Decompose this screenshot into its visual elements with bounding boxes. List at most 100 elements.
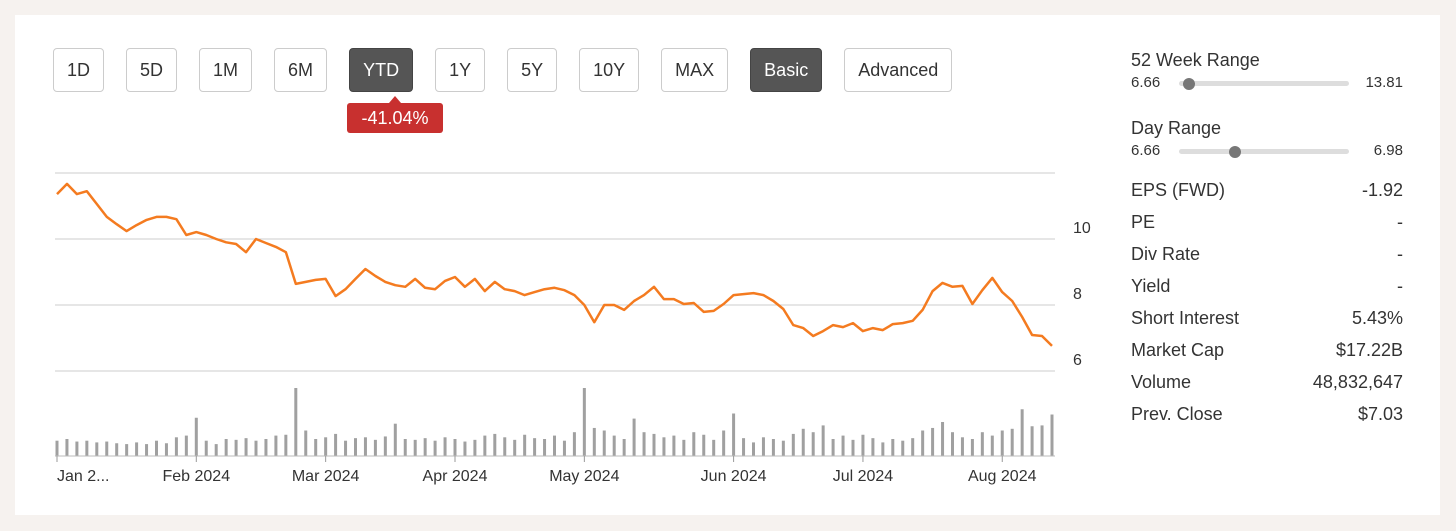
range-row: 6.66 6.98 [1131, 140, 1403, 162]
range-marker [1183, 78, 1196, 90]
volume-bar [95, 442, 99, 456]
x-tick-label: Feb 2024 [162, 468, 230, 485]
range-button[interactable]: 5Y [507, 48, 558, 92]
volume-bar [951, 432, 954, 456]
volume-bar [702, 434, 706, 456]
volume-bar [145, 444, 149, 456]
range-block: 52 Week Range 6.66 13.81 [1131, 48, 1403, 116]
volume-bar [324, 437, 328, 456]
volume-bar [433, 440, 437, 456]
volume-bar [204, 440, 208, 456]
range-button[interactable]: 10Y [579, 48, 640, 92]
range-button[interactable]: Advanced [844, 48, 953, 92]
volume-bar [712, 439, 716, 456]
stat-row: EPS (FWD) -1.92 [1131, 174, 1403, 206]
range-row: 6.66 13.81 [1131, 72, 1403, 94]
stat-row: Market Cap $17.22B [1131, 334, 1403, 366]
stat-row: Volume 48,832,647 [1131, 366, 1403, 398]
price-line [56, 182, 1053, 347]
stat-row: PE - [1131, 206, 1403, 238]
range-high: 6.98 [1373, 142, 1403, 159]
volume-bar [791, 433, 795, 456]
volume-bar [781, 440, 785, 456]
change-badge: -41.04% [347, 96, 443, 133]
volume-bar [85, 440, 89, 456]
volume-bar [622, 439, 626, 456]
volume-bar [423, 438, 427, 456]
volume-bar [990, 435, 994, 456]
volume-bar [891, 439, 895, 456]
volume-bar [174, 437, 178, 456]
volume-bar [344, 440, 348, 456]
stat-label: PE [1131, 212, 1156, 232]
volume-bar [632, 418, 636, 456]
range-button[interactable]: 1D [53, 48, 105, 92]
volume-bar [383, 436, 387, 456]
volume-bar [672, 435, 676, 456]
stat-label: Short Interest [1131, 308, 1240, 328]
range-button[interactable]: 5D [126, 48, 178, 92]
volume-bar [602, 430, 606, 456]
volume-bar [314, 439, 318, 456]
volume-bar [941, 422, 945, 456]
volume-bar [722, 430, 726, 456]
volume-bar [413, 439, 417, 456]
range-low: 6.66 [1131, 142, 1161, 159]
range-button[interactable]: YTD [349, 48, 414, 92]
range-track [1179, 81, 1349, 86]
volume-bar [851, 439, 855, 456]
volume-bar [304, 430, 308, 456]
x-tick-label: Mar 2024 [292, 468, 360, 485]
volume-bar [682, 439, 686, 456]
volume-bar [742, 438, 746, 456]
volume-bar [901, 440, 905, 456]
button-bar: 1D 5D 1M 6M YTD 1Y 5Y 10Y MAX Basic Advanced [53, 48, 953, 92]
x-tick-label: Jun 2024 [701, 468, 767, 485]
volume-bar [831, 439, 835, 456]
volume-bar [801, 428, 805, 456]
range-title: 52 Week Range [1131, 50, 1260, 70]
volume-bar [732, 413, 736, 456]
volume-bar [115, 443, 119, 456]
range-button[interactable]: 1M [199, 48, 253, 92]
volume-bar [503, 437, 507, 456]
volume-bar [443, 437, 447, 456]
stat-label: Prev. Close [1131, 404, 1223, 424]
x-tick-label: Jan 2... [57, 468, 109, 485]
volume-bar [184, 435, 188, 456]
volume-bar [1020, 409, 1024, 456]
volume-bar [264, 439, 268, 456]
range-button[interactable]: MAX [661, 48, 729, 92]
volume-bar [562, 440, 566, 456]
y-tick-label: 10 [1073, 220, 1091, 237]
volume-bar [75, 441, 79, 456]
range-low: 6.66 [1131, 74, 1161, 91]
volume-bar [1000, 430, 1004, 456]
volume-bar [582, 388, 586, 456]
range-button[interactable]: 6M [274, 48, 328, 92]
volume-bar [921, 430, 925, 456]
stat-value: 5.43% [1351, 308, 1403, 328]
volume-bar [592, 427, 596, 456]
range-high: 13.81 [1365, 74, 1403, 91]
volume-bar [403, 439, 407, 456]
range-marker [1229, 146, 1242, 158]
volume-bar [125, 444, 129, 456]
volume-bar [244, 438, 248, 456]
volume-bar [393, 423, 397, 456]
volume-bar [761, 437, 765, 456]
stat-value: - [1397, 244, 1403, 264]
range-button[interactable]: 1Y [435, 48, 486, 92]
volume-bar [284, 434, 288, 456]
x-tick-label: Aug 2024 [968, 468, 1037, 485]
volume-bar [453, 439, 457, 456]
volume-bar [234, 439, 238, 456]
volume-bar [105, 441, 109, 456]
volume-bar [771, 439, 775, 456]
volume-bar [1050, 414, 1054, 456]
range-button[interactable]: Basic [750, 48, 823, 92]
x-tick-label: May 2024 [549, 468, 619, 485]
stat-row: Prev. Close $7.03 [1131, 398, 1403, 430]
volume-bar [1030, 426, 1034, 456]
volume-bar [612, 435, 616, 456]
